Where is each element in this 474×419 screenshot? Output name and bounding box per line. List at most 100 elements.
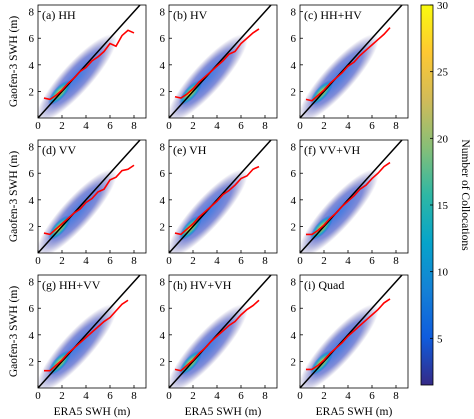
y-axis-label: Gaofen-3 SWH (m) — [8, 286, 20, 378]
x-tick-label: 8 — [393, 255, 399, 267]
x-tick-label: 4 — [345, 255, 351, 267]
y-tick-label: 2 — [29, 86, 35, 98]
x-tick-label: 8 — [131, 120, 137, 132]
y-axis-label: Gaofen-3 SWH (m) — [8, 16, 20, 108]
panel-title: (a) HH — [42, 8, 76, 22]
mean-line — [44, 299, 129, 372]
x-tick-label: 6 — [107, 120, 113, 132]
panel — [300, 275, 403, 388]
y-tick-label: 2 — [160, 221, 166, 233]
x-tick-label: 6 — [107, 255, 113, 267]
y-tick-label: 4 — [291, 330, 297, 342]
y-tick-label: 4 — [160, 60, 166, 72]
panel — [169, 5, 272, 118]
x-tick-label: 8 — [262, 390, 268, 402]
colorbar-tick-label: 20 — [437, 133, 449, 145]
colorbar — [420, 4, 434, 386]
x-tick-label: 0 — [35, 390, 41, 402]
axes-box — [37, 274, 147, 389]
panel — [38, 275, 141, 388]
panel-title: (g) HH+VV — [42, 278, 101, 292]
y-tick-label: 4 — [29, 195, 35, 207]
y-tick-label: 2 — [160, 86, 166, 98]
x-tick-label: 8 — [131, 255, 137, 267]
x-tick-label: 8 — [262, 255, 268, 267]
one-to-one-line — [38, 140, 141, 253]
x-tick-label: 4 — [345, 120, 351, 132]
y-tick-label: 2 — [29, 356, 35, 368]
x-tick-label: 2 — [321, 255, 327, 267]
x-tick-label: 2 — [59, 390, 65, 402]
panel — [38, 5, 141, 118]
mean-line — [305, 27, 391, 102]
mean-line — [43, 164, 135, 236]
x-axis-label: ERA5 SWH (m) — [54, 406, 131, 418]
y-tick-label: 8 — [291, 142, 297, 154]
x-tick-label: 4 — [214, 390, 220, 402]
colorbar-tick-label: 10 — [437, 267, 449, 279]
one-to-one-line — [169, 275, 272, 388]
x-axis-label: ERA5 SWH (m) — [185, 406, 262, 418]
y-tick-label: 8 — [160, 142, 166, 154]
panel-title: (d) VV — [42, 143, 76, 157]
y-tick-label: 8 — [29, 7, 35, 19]
y-tick-label: 4 — [160, 195, 166, 207]
y-tick-label: 6 — [29, 33, 35, 45]
x-tick-label: 4 — [214, 255, 220, 267]
x-tick-label: 0 — [297, 390, 303, 402]
y-tick-label: 6 — [291, 168, 297, 180]
y-tick-label: 6 — [291, 33, 297, 45]
x-tick-label: 6 — [369, 390, 375, 402]
x-tick-label: 6 — [369, 255, 375, 267]
panel — [169, 140, 272, 253]
y-axis-label: Gaofen-3 SWH (m) — [8, 151, 20, 243]
one-to-one-line — [300, 275, 403, 388]
x-tick-label: 2 — [190, 255, 196, 267]
y-tick-label: 4 — [291, 60, 297, 72]
y-tick-label: 8 — [160, 7, 166, 19]
mean-line — [306, 161, 391, 236]
y-tick-label: 4 — [160, 330, 166, 342]
axes-box — [168, 274, 278, 389]
x-tick-label: 0 — [35, 120, 41, 132]
colorbar-tick-label: 25 — [437, 67, 449, 79]
x-tick-label: 0 — [35, 255, 41, 267]
x-tick-label: 6 — [369, 120, 375, 132]
axes-box — [299, 4, 409, 119]
x-axis-label: ERA5 SWH (m) — [316, 406, 393, 418]
y-tick-label: 4 — [29, 330, 35, 342]
y-tick-label: 8 — [160, 277, 166, 289]
y-tick-label: 6 — [29, 303, 35, 315]
x-tick-label: 2 — [190, 120, 196, 132]
one-to-one-line — [169, 5, 272, 118]
y-tick-label: 2 — [29, 221, 35, 233]
colorbar-label: Number of Collocations — [459, 139, 471, 251]
y-tick-label: 2 — [291, 356, 297, 368]
colorbar-tick-label: 15 — [437, 200, 449, 212]
x-tick-label: 6 — [238, 255, 244, 267]
panel-title: (e) VH — [173, 143, 207, 157]
panel — [169, 275, 272, 388]
panel-title: (h) HV+VH — [173, 278, 232, 292]
colorbar-tick-label: 30 — [437, 0, 449, 12]
one-to-one-line — [38, 5, 141, 118]
panel-title: (c) HH+HV — [304, 8, 362, 22]
y-tick-label: 8 — [29, 277, 35, 289]
y-tick-label: 6 — [291, 303, 297, 315]
x-tick-label: 6 — [238, 120, 244, 132]
y-tick-label: 2 — [160, 356, 166, 368]
x-tick-label: 6 — [107, 390, 113, 402]
x-tick-label: 0 — [166, 255, 172, 267]
axes-box — [37, 139, 147, 254]
y-tick-label: 6 — [160, 168, 166, 180]
one-to-one-line — [300, 140, 403, 253]
density-core — [178, 215, 203, 241]
y-tick-label: 6 — [160, 303, 166, 315]
x-tick-label: 8 — [393, 120, 399, 132]
x-tick-label: 2 — [59, 120, 65, 132]
axes-box — [37, 4, 147, 119]
y-tick-label: 8 — [29, 142, 35, 154]
x-tick-label: 2 — [190, 390, 196, 402]
y-tick-label: 2 — [291, 86, 297, 98]
